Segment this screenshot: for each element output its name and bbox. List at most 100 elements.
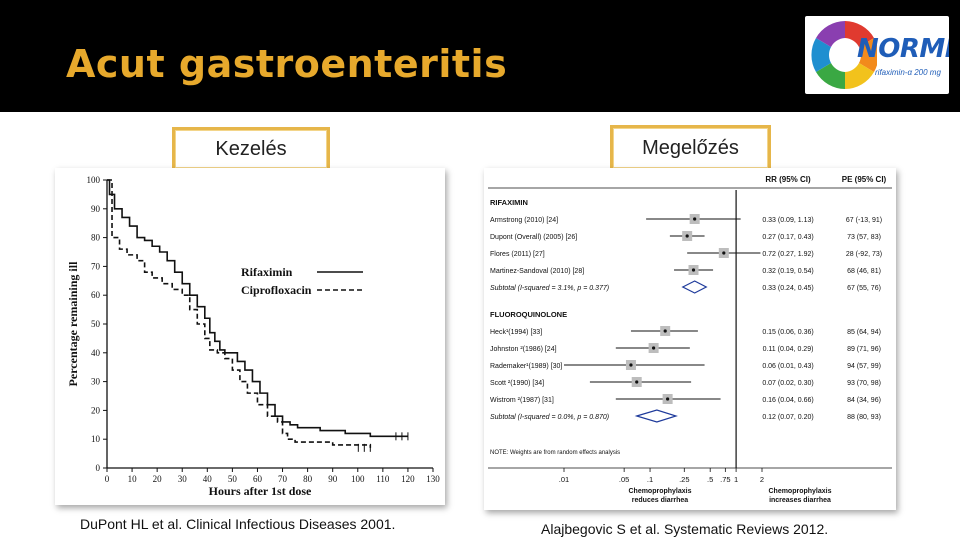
point-estimate xyxy=(635,380,639,384)
study-label: Heck¹(1994) [33] xyxy=(490,329,542,336)
series-line-rifaximin xyxy=(107,179,408,438)
study-label: Scott ²(1990) [34] xyxy=(490,380,544,387)
label-treatment: Kezelés xyxy=(172,127,330,171)
y-tick-label: 70 xyxy=(91,261,101,271)
pe-value: 67 (-13, 91) xyxy=(846,217,882,224)
survival-chart: 0 10 20 30 40 50 60 70 80 90 100 0 10 20 30 40 50 60 70 80 9… xyxy=(66,175,440,498)
x-tick-label: .1 xyxy=(647,475,653,484)
legend-label-rifaximin: Rifaximin xyxy=(241,265,293,279)
x-tick-label: .75 xyxy=(720,475,730,484)
normix-logo: NORMIX rifaximin-α 200 mg xyxy=(805,16,949,94)
logo-subtitle: rifaximin-α 200 mg xyxy=(875,68,941,77)
study-label: Johnston ²(1986) [24] xyxy=(490,346,557,353)
label-treatment-text: Kezelés xyxy=(215,138,287,160)
citation-right: Alajbegovic S et al. Systematic Reviews … xyxy=(541,521,829,537)
survival-chart-panel: 0 10 20 30 40 50 60 70 80 90 100 0 10 20 30 40 50 60 70 80 9… xyxy=(55,168,445,505)
subtotal-diamond xyxy=(634,409,678,423)
rr-value: 0.15 (0.06, 0.36) xyxy=(762,329,813,336)
x-tick-label: .5 xyxy=(707,475,713,484)
rr-value: 0.33 (0.24, 0.45) xyxy=(762,285,813,292)
point-estimate xyxy=(685,234,689,238)
series-line-ciprofloxacin xyxy=(107,179,372,448)
rr-value: 0.16 (0.04, 0.66) xyxy=(762,397,813,404)
x-tick-label: 1 xyxy=(734,475,738,484)
rr-value: 0.07 (0.02, 0.30) xyxy=(762,380,813,387)
x-tick-label: 130 xyxy=(426,474,440,484)
x-tick-label: 40 xyxy=(203,474,213,484)
x-tick-label: 2 xyxy=(760,475,764,484)
x-tick-label: .25 xyxy=(679,475,689,484)
point-estimate xyxy=(693,217,697,221)
point-estimate xyxy=(629,363,633,367)
label-prevention: Megelőzés xyxy=(610,125,771,171)
point-estimate xyxy=(691,268,696,272)
study-label: Wistrom ²(1987) [31] xyxy=(490,397,554,404)
point-estimate xyxy=(663,329,667,333)
y-tick-label: 30 xyxy=(91,377,101,387)
caption-right-line2: increases diarrhea xyxy=(769,497,831,504)
title-bar xyxy=(0,0,960,112)
y-tick-label: 90 xyxy=(91,204,101,214)
x-tick-label: 50 xyxy=(228,474,238,484)
study-label: Rademaker¹(1989) [30] xyxy=(490,363,562,370)
y-axis-label: Percentage remaining ill xyxy=(66,261,80,387)
rr-value: 0.12 (0.07, 0.20) xyxy=(762,414,813,421)
point-estimate xyxy=(666,397,670,401)
x-tick-label: 70 xyxy=(278,474,288,484)
y-tick-label: 100 xyxy=(87,175,101,185)
x-tick-label: 90 xyxy=(328,474,338,484)
x-tick-label: 0 xyxy=(105,474,110,484)
note-text: NOTE: Weights are from random effects an… xyxy=(490,450,620,456)
x-tick-label: 10 xyxy=(128,474,138,484)
pe-value: 84 (34, 96) xyxy=(847,397,881,404)
pe-value: 85 (64, 94) xyxy=(847,329,881,336)
header-pe: PE (95% CI) xyxy=(842,175,887,184)
subtotal-label: Subtotal (I-squared = 3.1%, p = 0.377) xyxy=(490,285,609,292)
rr-value: 0.32 (0.19, 0.54) xyxy=(762,268,813,275)
study-label: Dupont (Overall) (2005) [26] xyxy=(490,234,577,241)
x-tick-label: 80 xyxy=(303,474,313,484)
study-label: Martinez-Sandoval (2010) [28] xyxy=(490,268,584,275)
point-estimate xyxy=(722,251,726,255)
forest-plot: RR (95% CI) PE (95% CI) RIFAXIMIN Armstrong… xyxy=(488,175,892,504)
pe-value: 28 (-92, 73) xyxy=(846,251,882,258)
rr-value: 0.11 (0.04, 0.29) xyxy=(763,346,814,353)
pe-value: 68 (46, 81) xyxy=(847,268,881,275)
group-label: RIFAXIMIN xyxy=(490,198,528,207)
pe-value: 93 (70, 98) xyxy=(847,380,881,387)
pe-value: 73 (57, 83) xyxy=(847,234,881,241)
forest-plot-panel: RR (95% CI) PE (95% CI) RIFAXIMIN Armstrong… xyxy=(484,168,896,510)
pe-value: 94 (57, 99) xyxy=(847,363,881,370)
group-label: FLUOROQUINOLONE xyxy=(490,310,567,319)
x-tick-label: 110 xyxy=(376,474,390,484)
x-tick-label: 100 xyxy=(351,474,365,484)
study-label: Armstrong (2010) [24] xyxy=(490,217,558,224)
x-tick-label: .01 xyxy=(559,475,569,484)
study-label: Flores (2011) [27] xyxy=(490,251,545,258)
x-tick-label: 120 xyxy=(401,474,415,484)
point-estimate xyxy=(652,346,656,350)
legend-label-ciprofloxacin: Ciprofloxacin xyxy=(241,283,312,297)
citation-left: DuPont HL et al. Clinical Infectious Dis… xyxy=(80,516,396,532)
caption-right-line1: Chemoprophylaxis xyxy=(768,488,831,495)
logo-wordmark: NORMIX xyxy=(857,34,949,64)
x-axis-label: Hours after 1st dose xyxy=(209,484,312,498)
pe-value: 89 (71, 96) xyxy=(847,346,881,353)
pe-value: 67 (55, 76) xyxy=(847,285,881,292)
caption-left-line1: Chemoprophylaxis xyxy=(628,488,691,495)
x-tick-label: .05 xyxy=(619,475,629,484)
y-tick-label: 10 xyxy=(91,434,101,444)
y-tick-label: 40 xyxy=(91,348,101,358)
header-rr: RR (95% CI) xyxy=(765,175,811,184)
x-tick-label: 60 xyxy=(253,474,263,484)
normix-logo-icon xyxy=(811,21,877,89)
subtotal-label: Subtotal (I-squared = 0.0%, p = 0.870) xyxy=(490,414,609,421)
subtotal-diamond xyxy=(681,280,708,294)
label-prevention-text: Megelőzés xyxy=(642,137,739,159)
rr-value: 0.33 (0.09, 1.13) xyxy=(762,217,813,224)
x-tick-label: 20 xyxy=(153,474,163,484)
y-tick-label: 20 xyxy=(91,405,101,415)
y-tick-label: 0 xyxy=(96,463,101,473)
rr-value: 0.72 (0.27, 1.92) xyxy=(762,251,813,258)
x-tick-label: 30 xyxy=(178,474,188,484)
